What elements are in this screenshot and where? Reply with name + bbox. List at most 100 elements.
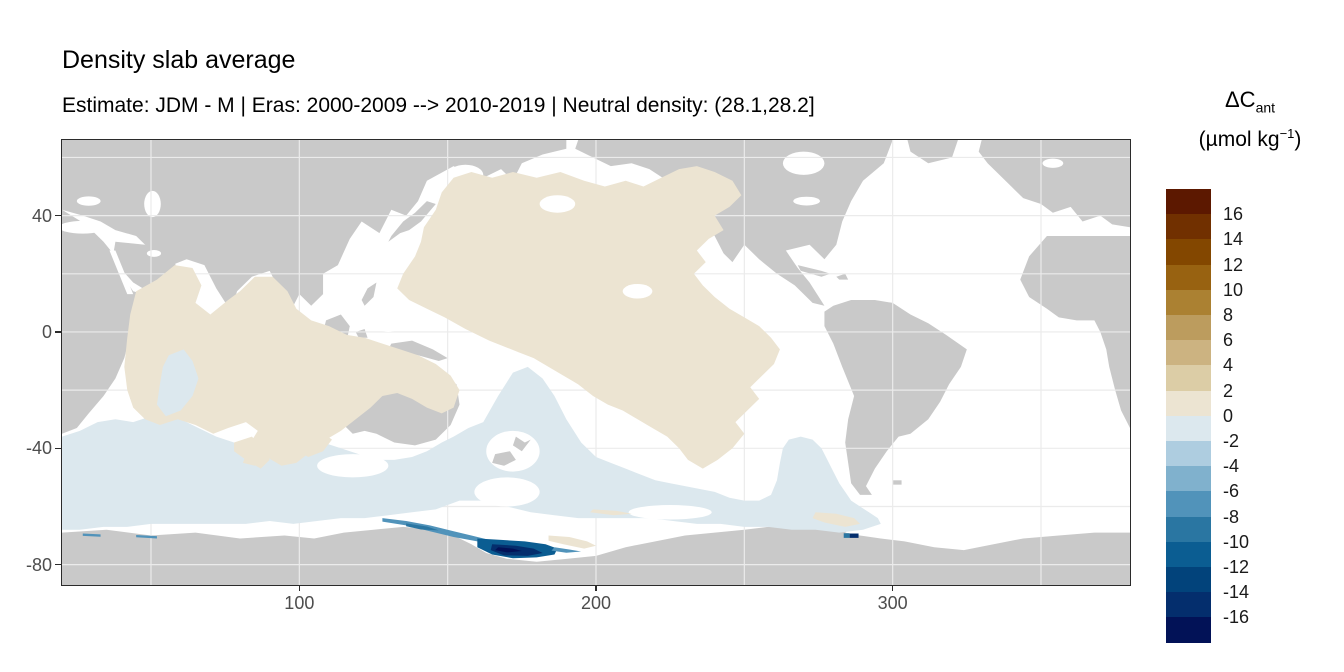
land-eurasia [61,139,566,312]
colorbar-block [1166,289,1211,316]
y-tick-mark [54,563,61,566]
land-north-america [574,139,893,306]
colorbar-tick-label: 0 [1223,405,1234,426]
region-east-antarctic-blip2 [135,534,157,538]
x-tick-label: 300 [877,593,908,613]
colorbar-block [1166,264,1211,291]
colorbar-tick-label: -16 [1223,607,1250,628]
land-nz-south [491,450,516,466]
chart-subtitle: Estimate: JDM - M | Eras: 2000-2009 --> … [62,94,815,117]
region-indian-ocean-tan [123,264,460,466]
colorbar-block [1166,516,1211,543]
colorbar-block [1166,441,1211,467]
nodata-celebes [373,308,403,332]
colorbar-tick-label: 4 [1223,355,1234,376]
y-tick-mark [54,331,61,333]
great-lakes [792,196,820,205]
persian-gulf [146,249,161,257]
colorbar-block [1166,466,1211,492]
land-south-america [823,299,967,495]
y-tick-label: -40 [25,438,52,459]
land-new-guinea [387,340,448,361]
legend-units: (µmol kg−1) [1158,126,1342,152]
colorbar-tick-label: -8 [1223,506,1240,527]
y-tick-mark [54,214,61,217]
land-philippines [361,282,376,306]
colorbar-block [1166,239,1211,266]
region-wilkes-band-dark [405,522,439,530]
region-east-antarctic-blip1 [82,533,101,537]
caspian-sea [143,190,161,217]
colorbar-block [1166,567,1211,593]
x-tick-mark [891,585,894,591]
colorbar-block [1166,617,1211,644]
red-sea [108,250,133,294]
region-bellingshausen-dark [849,533,859,538]
land-japan [387,200,436,242]
x-tick-label: 100 [284,593,315,613]
nodata-around-nz [485,430,540,472]
colorbar-tick-label: 12 [1223,254,1244,275]
legend-units-suffix: ) [1294,128,1302,151]
colorbar-tick-label: 10 [1223,279,1244,300]
nodata-coastal-strip [628,504,712,520]
land-antarctica [61,508,1130,585]
land-greenland [907,139,958,163]
legend-units-exponent: −1 [1279,126,1295,141]
colorbar-block [1166,390,1211,417]
land-europe [978,139,1130,227]
region-ross-east-tan-patch [548,535,596,549]
land-nz-north [512,436,531,451]
colorbar-tick-label: -12 [1223,557,1250,577]
colorbar-tick-label: 16 [1223,204,1244,225]
mediterranean-sea [61,220,106,234]
nodata-south-australia [316,453,388,477]
colorbar-tick-label: 6 [1223,330,1234,351]
colorbar-block [1166,415,1211,442]
region-indian-tan-tail [233,436,270,469]
land-east-africa [61,209,154,434]
colorbar-block [1166,365,1211,392]
x-tick-mark [595,585,597,591]
colorbar-block [1166,315,1211,341]
land-hispaniola [835,273,848,280]
colorbar-tick-label: 8 [1223,305,1234,325]
land-west-africa [1019,235,1130,428]
legend-title-delta: ΔC [1224,87,1256,112]
land-sulawesi [355,328,368,338]
colorbar-tick-label: 14 [1223,229,1244,250]
region-ross-east-fringe [551,546,581,553]
colorbar-block [1166,541,1211,568]
x-tick-mark [298,585,301,591]
region-north-pacific-tan [396,165,780,469]
colorbar-block [1166,592,1211,618]
land-falklands [892,479,902,485]
region-south-pacific-tan-dash [589,508,632,515]
region-southern-ocean-band [61,366,881,533]
legend-title-subscript: ant [1255,99,1276,116]
colorbar-block [1166,491,1211,518]
baltic-sea [1041,158,1063,168]
black-sea [76,195,101,206]
y-tick-label: -80 [25,554,52,575]
region-central-indian-wedge [156,348,198,416]
legend-units-prefix: (µmol kg [1198,128,1280,151]
nodata-south-of-nz [473,476,540,506]
x-tick-label: 200 [580,593,612,613]
chart-title: Density slab average [62,46,296,74]
y-tick-label: 0 [41,321,52,342]
map-panel [60,138,1131,586]
y-tick-mark [54,447,61,450]
colorbar-tick-label: -4 [1223,456,1240,477]
colorbar-block [1166,214,1211,240]
y-tick-label: 40 [31,205,52,226]
region-ross-darkest [494,546,522,552]
colorbar-tick-label: -14 [1223,582,1250,603]
colorbar-tick-label: -6 [1223,481,1240,502]
colorbar-block [1166,189,1211,215]
region-bellingshausen-mid [843,532,850,538]
colorbar-tick-label: -10 [1223,531,1250,552]
colorbar [1166,189,1211,644]
region-west-australia-tan [281,424,332,457]
